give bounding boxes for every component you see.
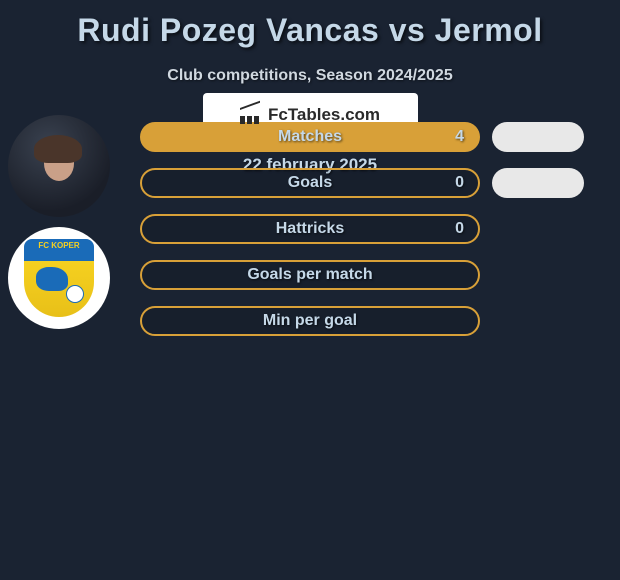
stat-row: Hattricks 0 (140, 214, 584, 244)
ball-icon (66, 285, 84, 303)
shield-name: FC KOPER (24, 239, 94, 261)
bull-icon (36, 267, 68, 291)
avatars-column: FC KOPER (8, 115, 110, 339)
stat-row: Goals 0 (140, 168, 584, 198)
stat-bar: Min per goal (140, 306, 480, 336)
stat-label: Goals per match (247, 266, 372, 284)
opponent-pill (492, 168, 584, 198)
stat-bar: Goals 0 (140, 168, 480, 198)
chart-icon (240, 106, 262, 124)
stat-bar: Matches 4 (140, 122, 480, 152)
stat-label: Min per goal (263, 312, 357, 330)
stat-value: 4 (455, 128, 464, 146)
stats-list: Matches 4 Goals 0 Hattricks 0 Goals per match M… (140, 122, 584, 352)
club-shield-icon: FC KOPER (24, 239, 94, 317)
page-title: Rudi Pozeg Vancas vs Jermol (0, 0, 620, 49)
stat-label: Hattricks (276, 220, 344, 238)
stat-label: Goals (288, 174, 332, 192)
stat-value: 0 (455, 174, 464, 192)
stat-row: Matches 4 (140, 122, 584, 152)
subtitle: Club competitions, Season 2024/2025 (0, 67, 620, 85)
stat-row: Goals per match (140, 260, 584, 290)
stat-row: Min per goal (140, 306, 584, 336)
opponent-pill (492, 122, 584, 152)
stat-value: 0 (455, 220, 464, 238)
stat-bar: Hattricks 0 (140, 214, 480, 244)
player1-avatar (8, 115, 110, 217)
player2-avatar: FC KOPER (8, 227, 110, 329)
stat-label: Matches (278, 128, 342, 146)
stat-bar: Goals per match (140, 260, 480, 290)
